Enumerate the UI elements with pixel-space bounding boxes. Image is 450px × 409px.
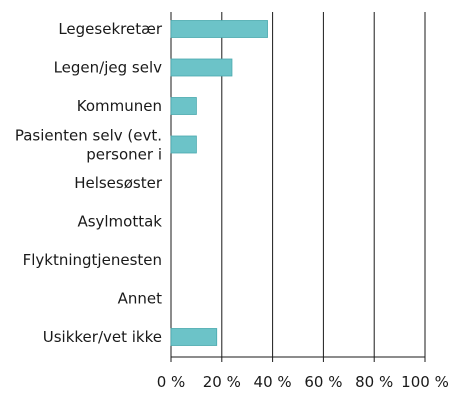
bar xyxy=(170,97,197,115)
category-label: Flyktningtjenesten xyxy=(23,251,162,269)
category-label: Legen/jeg selv xyxy=(54,59,163,77)
bar xyxy=(170,135,197,154)
category-label: Annet xyxy=(118,290,163,308)
bar xyxy=(170,58,233,77)
category-label: Legesekretær xyxy=(58,20,162,38)
category-label: Pasienten selv (evt. xyxy=(15,127,162,145)
x-tick-label: 20 % xyxy=(203,373,241,391)
bar xyxy=(170,328,218,346)
category-label: Helsesøster xyxy=(74,174,163,192)
bar xyxy=(170,20,268,38)
category-label: Usikker/vet ikke xyxy=(43,328,162,346)
category-label: Kommunen xyxy=(77,97,162,115)
category-label: Asylmottak xyxy=(77,213,162,231)
x-tick-label: 80 % xyxy=(355,373,393,391)
x-tick-label: 0 % xyxy=(157,373,186,391)
x-tick-label: 100 % xyxy=(401,373,449,391)
x-tick-label: 40 % xyxy=(254,373,292,391)
category-label: personer i xyxy=(86,146,162,164)
x-tick-label: 60 % xyxy=(304,373,342,391)
